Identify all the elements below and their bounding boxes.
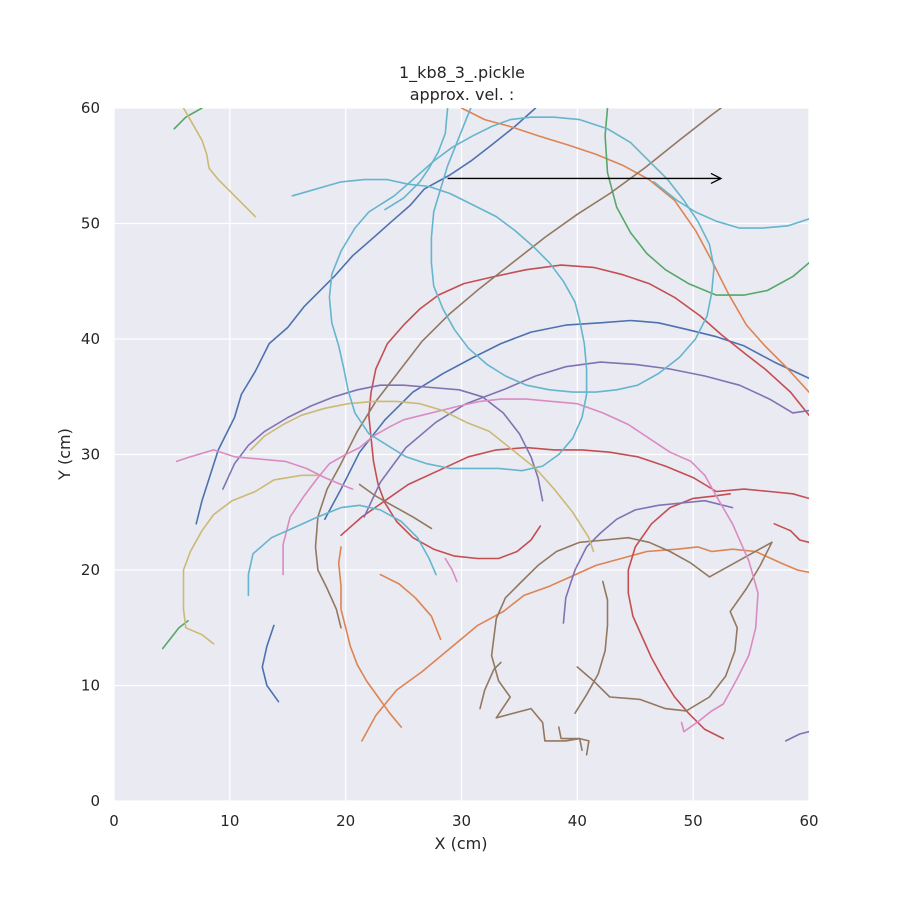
trajectory-line [222,384,544,502]
y-tick-label: 0 [90,792,100,810]
trajectory-line [367,264,809,560]
x-tick-label: 0 [109,812,119,830]
trajectory-line [479,661,502,710]
series-layer [161,108,809,756]
trajectory-line [195,108,537,525]
trajectory-line [379,573,442,641]
trajectory-line [604,108,809,296]
x-tick-label: 60 [799,812,818,830]
trajectory-line [249,400,595,553]
y-axis-label: Y (cm) [55,428,74,481]
x-axis-label: X (cm) [435,834,488,853]
trajectory-line [490,536,773,719]
trajectory-line [323,319,809,521]
trajectory-line [773,522,809,544]
trajectory-line [282,398,759,733]
arrow-layer [447,172,723,185]
trajectory-line [291,108,715,472]
trajectory-line [361,546,809,742]
trajectory-line [175,449,354,490]
trajectory-line [652,181,809,229]
trajectory-line [363,361,809,518]
velocity-arrowhead [710,172,723,185]
trajectory-line [261,624,280,703]
trajectory-line [358,483,433,530]
trajectory-line [247,504,437,597]
trajectory-line [784,730,809,742]
y-tick-label: 30 [81,446,100,464]
trajectory-line [173,108,203,130]
x-tick-label: 10 [220,812,239,830]
trajectory-line [574,580,609,715]
y-tick-label: 10 [81,677,100,695]
trajectory-line [495,707,583,752]
x-tick-label: 20 [336,812,355,830]
trajectory-line [460,108,809,393]
trajectory-line [314,108,722,629]
y-tick-label: 50 [81,215,100,233]
y-tick-label: 60 [81,99,100,117]
x-tick-label: 40 [568,812,587,830]
trajectory-line [337,546,403,728]
trajectory-line [384,108,449,211]
x-tick-label: 30 [452,812,471,830]
y-tick-label: 40 [81,330,100,348]
chart-subtitle: approx. vel. : [410,85,515,104]
trajectory-line [562,499,734,624]
x-ticks: 0 10 20 30 40 50 60 [109,812,818,830]
trajectory-line [444,557,458,583]
trajectory-line [182,474,319,645]
trajectory-line [576,541,773,712]
chart-title: 1_kb8_3_.pickle [399,63,525,83]
trajectory-line [182,108,257,218]
trajectory-line [340,446,809,537]
y-tick-label: 20 [81,561,100,579]
y-ticks: 0 10 20 30 40 50 60 [81,99,100,810]
x-tick-label: 50 [684,812,703,830]
